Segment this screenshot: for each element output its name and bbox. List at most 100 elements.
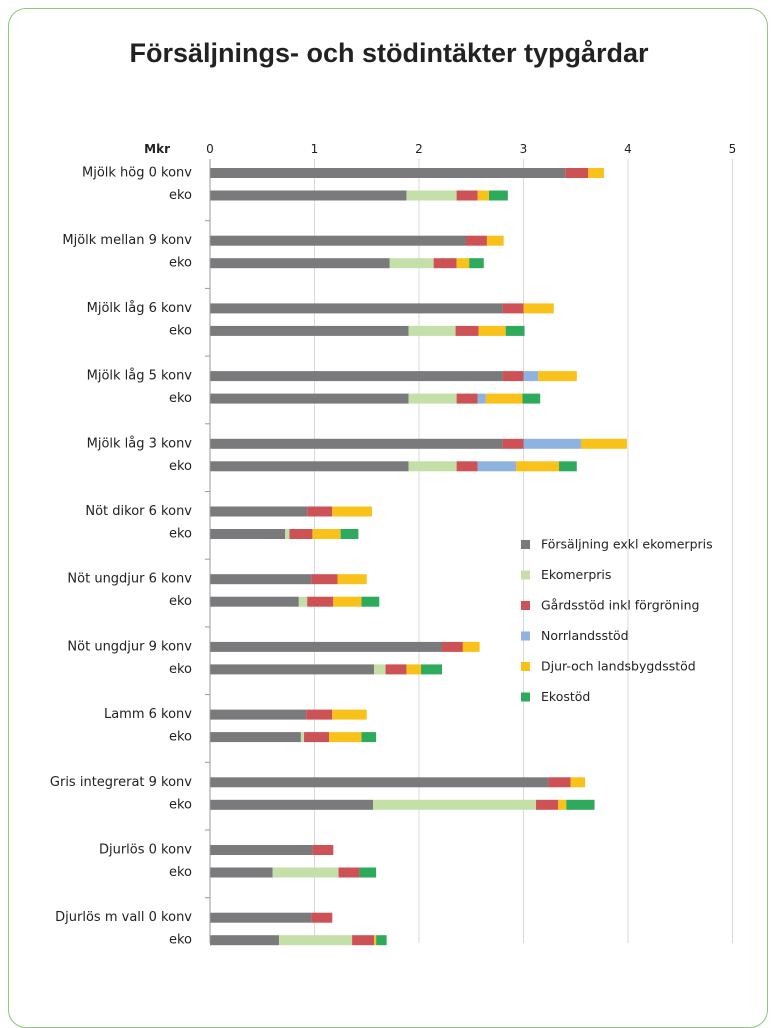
bar-segment-4 [332, 709, 367, 720]
bar-segment-5 [505, 325, 525, 336]
bar-segment-5 [361, 596, 380, 607]
category-label: Mjölk mellan 9 konv [62, 233, 192, 248]
bar-segment-0 [210, 867, 273, 878]
bar-segment-0 [210, 325, 409, 336]
bars [210, 168, 627, 946]
bar-segment-2 [433, 258, 457, 269]
legend-label: Djur-och landsbygdsstöd [541, 659, 696, 674]
bar-segment-1 [300, 732, 305, 743]
bar-segment-3 [523, 438, 581, 449]
bar-segment-2 [312, 845, 334, 855]
bar-segment-1 [373, 799, 537, 810]
bar-segment-4 [374, 935, 377, 946]
bar-segment-2 [536, 799, 558, 810]
bar-segment-4 [332, 506, 372, 517]
bar-segment-5 [376, 935, 387, 946]
bar-segment-0 [210, 935, 279, 946]
bar-segment-1 [406, 190, 457, 201]
bar-segment-2 [289, 529, 313, 539]
legend-swatch [521, 662, 530, 671]
bar-segment-2 [306, 709, 333, 720]
bar-segment-0 [210, 709, 307, 720]
category-label: Djurlös m vall 0 konv [55, 910, 192, 925]
bar-segment-0 [210, 777, 549, 788]
category-label: eko [169, 391, 192, 406]
x-tick-label-0: 0 [206, 142, 214, 156]
bar-segment-4 [523, 303, 554, 314]
bar-segment-4 [406, 664, 422, 675]
bar-segment-2 [455, 325, 479, 336]
bar-segment-4 [486, 235, 504, 246]
chart-title: Försäljnings- och stödintäkter typgårdar [129, 38, 649, 68]
bar-segment-1 [374, 664, 386, 675]
grid-lines [314, 159, 733, 943]
bar-segment-2 [311, 574, 338, 585]
bar-segment-4 [329, 732, 362, 743]
bar-segment-1 [298, 596, 308, 607]
bar-segment-2 [456, 393, 478, 404]
category-label: Nöt ungdjur 6 konv [67, 572, 192, 587]
bar-segment-4 [477, 190, 490, 201]
bar-segment-1 [389, 258, 434, 269]
bar-segment-1 [285, 529, 290, 539]
category-label: Mjölk låg 6 konv [87, 301, 193, 316]
bar-segment-0 [210, 303, 503, 314]
bar-segment-4 [333, 596, 362, 607]
legend: Försäljning exkl ekomerpris Ekomerpris Går… [521, 537, 713, 704]
category-label: Nöt ungdjur 9 konv [67, 639, 192, 654]
category-label: eko [169, 797, 192, 812]
bar-segment-0 [210, 732, 301, 743]
legend-swatch [521, 601, 530, 610]
bar-segment-1 [408, 461, 457, 472]
bar-segment-0 [210, 235, 467, 246]
bar-segment-5 [566, 799, 595, 810]
bar-segment-0 [210, 664, 375, 675]
bar-segment-4 [580, 438, 627, 449]
category-label: Mjölk låg 5 konv [87, 369, 193, 384]
legend-swatch [521, 540, 530, 549]
bar-segment-4 [570, 777, 586, 788]
bar-segment-0 [210, 371, 503, 382]
category-label: Lamm 6 konv [104, 707, 192, 722]
category-label: Gris integrerat 9 konv [50, 775, 192, 790]
legend-swatch [521, 631, 530, 641]
bar-segment-5 [469, 258, 484, 269]
bar-segment-2 [385, 664, 407, 675]
bar-segment-2 [456, 461, 478, 472]
bar-segment-2 [466, 235, 487, 246]
category-label: eko [169, 730, 192, 745]
bar-segment-0 [210, 529, 286, 539]
category-label: Nöt dikor 6 konv [85, 504, 192, 519]
bar-segment-4 [456, 258, 470, 269]
bar-segment-2 [502, 371, 524, 382]
bar-segment-1 [408, 393, 457, 404]
bar-segment-1 [272, 867, 339, 878]
bar-segment-0 [210, 190, 407, 201]
bar-segment-0 [210, 845, 313, 855]
category-label: eko [169, 594, 192, 609]
category-label: eko [169, 188, 192, 203]
category-label: eko [169, 865, 192, 880]
bar-segment-0 [210, 461, 409, 472]
bar-segment-0 [210, 168, 566, 178]
category-label: Djurlös 0 konv [99, 843, 192, 858]
bar-segment-5 [359, 867, 377, 878]
legend-label: Norrlandsstöd [541, 628, 629, 643]
category-labels: Mjölk hög 0 konv eko Mjölk mellan 9 konv ek… [50, 166, 192, 948]
bar-segment-4 [538, 371, 577, 382]
bar-segment-0 [210, 912, 312, 923]
bar-segment-4 [462, 641, 480, 652]
bar-segment-2 [307, 506, 333, 517]
bar-segment-0 [210, 641, 442, 652]
bar-segment-0 [210, 574, 312, 585]
bar-segment-1 [408, 325, 456, 336]
bar-segment-5 [421, 664, 442, 675]
bar-segment-2 [304, 732, 330, 743]
bar-segment-5 [489, 190, 508, 201]
bar-segment-4 [588, 168, 604, 178]
bar-segment-4 [337, 574, 367, 585]
legend-label: Ekostöd [541, 689, 590, 704]
axis-unit-label: Mkr [144, 142, 170, 156]
x-tick-label-5: 5 [729, 142, 737, 156]
